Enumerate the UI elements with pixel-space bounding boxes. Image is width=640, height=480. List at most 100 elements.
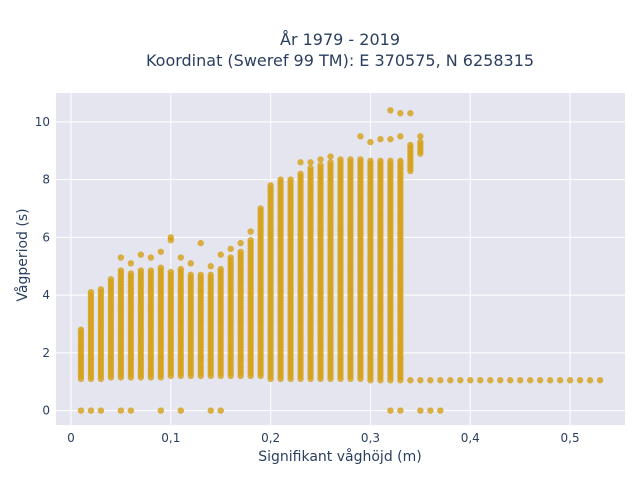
data-point [407,377,414,384]
data-point [117,267,125,274]
y-tick-label: 10 [35,115,50,129]
data-point [596,377,604,384]
data-point [127,407,135,414]
data-point [417,407,424,414]
data-point [97,286,105,293]
data-point [207,271,214,279]
data-point [167,268,174,276]
data-point [157,407,165,414]
data-point [387,107,394,114]
data-point [247,237,254,244]
data-point [367,138,374,146]
data-point [487,377,494,384]
data-point [407,110,414,117]
data-point [576,377,584,384]
data-point [317,161,324,169]
x-axis-ticks: 0 0,1 0,2 0,3 0,4 0,5 [67,431,579,445]
data-point [217,251,224,258]
data-point [387,407,394,414]
data-point [127,270,135,277]
data-point [277,176,284,183]
data-point [586,377,594,384]
data-point [407,141,414,149]
data-point [217,265,224,273]
y-axis-ticks: 0 2 4 6 8 10 [35,115,50,418]
data-point [327,153,334,160]
data-point [437,407,444,414]
x-tick-label: 0,3 [361,431,380,445]
x-tick-label: 0 [67,431,75,445]
data-point [307,159,314,166]
data-point [417,377,424,384]
data-point [187,271,194,279]
plot-area [56,93,625,425]
data-point [197,271,204,279]
data-point [377,157,384,165]
data-point [297,170,304,178]
data-point [247,228,254,235]
data-point [467,377,474,384]
data-point [237,248,244,255]
y-tick-label: 4 [42,288,50,302]
data-point [177,265,184,273]
data-point [397,133,404,140]
data-point [566,377,574,384]
data-point [127,260,135,267]
data-points [77,107,604,414]
data-point [417,138,424,146]
x-tick-label: 0,1 [161,431,180,445]
data-point [536,377,544,384]
data-point [87,407,95,414]
data-point [137,267,145,274]
x-axis-title: Signifikant våghöjd (m) [258,448,421,465]
data-point [387,135,394,143]
data-point [347,156,354,163]
data-point [197,239,204,247]
data-point [397,407,404,414]
data-point [546,377,554,384]
data-point [107,276,115,283]
data-point [367,157,374,165]
data-point [447,377,454,384]
y-axis-title: Vågperiod (s) [14,208,31,301]
chart-title: År 1979 - 2019 [280,30,400,49]
y-tick-label: 2 [42,346,50,360]
y-tick-label: 6 [42,230,50,244]
data-point [337,156,344,163]
data-point [87,289,95,296]
data-point [477,377,484,384]
data-point [167,234,174,241]
data-point [157,264,165,271]
data-point [427,377,434,384]
data-point [117,254,125,261]
data-point [147,267,155,274]
data-point [217,407,224,414]
data-point [327,159,334,166]
data-point [307,164,314,172]
data-point [117,407,125,414]
data-point [287,176,294,183]
data-point [177,254,184,261]
data-point [437,377,444,384]
x-tick-label: 0,5 [561,431,580,445]
data-point [267,182,274,189]
data-point [507,377,514,384]
data-point [227,245,234,253]
data-point [97,407,105,414]
x-tick-label: 0,2 [261,431,280,445]
y-tick-label: 8 [42,173,50,187]
data-point [556,377,564,384]
data-point [377,135,384,143]
data-point [516,377,524,384]
data-point [387,157,394,165]
chart-subtitle: Koordinat (Sweref 99 TM): E 370575, N 62… [146,51,534,70]
data-point [427,407,434,414]
data-point [317,156,324,163]
data-point [397,110,404,117]
data-point [147,254,155,261]
data-point [187,260,194,267]
data-point [497,377,504,384]
data-point [77,326,85,333]
x-tick-label: 0,4 [461,431,480,445]
